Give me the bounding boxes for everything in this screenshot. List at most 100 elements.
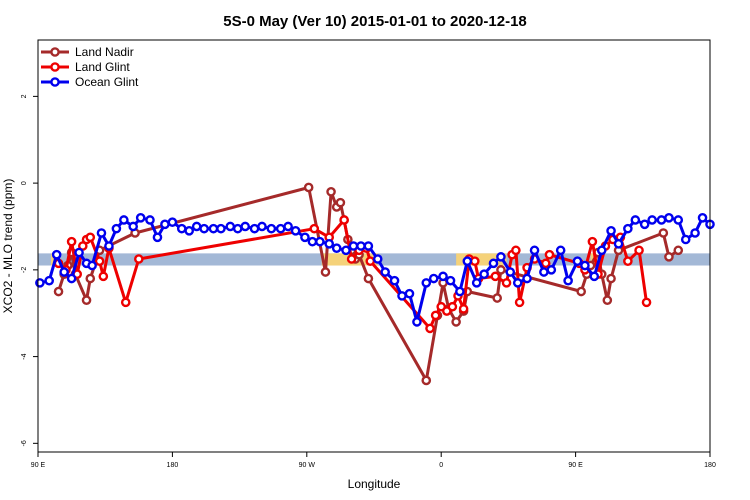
ocean-glint-point (412, 317, 422, 327)
series-land-glint (53, 215, 652, 334)
land-nadir-point (326, 186, 336, 197)
land-nadir-point (664, 252, 674, 262)
y-axis: 2 0 -2 -4 -6 (21, 94, 38, 446)
ocean-glint-point (471, 278, 482, 288)
ocean-glint-point (128, 221, 138, 232)
land-glint-point (425, 323, 435, 334)
x-tick-label-5: 180 (704, 462, 716, 469)
ocean-glint-point (664, 213, 674, 223)
ocean-glint-point (44, 275, 55, 286)
ocean-glint-point (341, 245, 351, 256)
legend-label: Land Glint (75, 60, 130, 74)
legend-label: Land Nadir (75, 45, 134, 59)
ocean-glint-point (529, 245, 540, 256)
ocean-glint-point (96, 228, 107, 238)
land-glint-point (490, 271, 501, 282)
ocean-glint-point (145, 215, 155, 225)
ocean-glint-point (66, 273, 77, 284)
land-glint-point (365, 256, 376, 266)
land-glint-line (57, 218, 648, 330)
land-glint-point (85, 232, 96, 243)
ocean-glint-point (135, 213, 146, 223)
ocean-glint-point (331, 243, 342, 253)
land-nadir-point (673, 245, 684, 256)
land-nadir-point (303, 182, 314, 193)
ocean-glint-point (356, 241, 366, 251)
ocean-glint-point (59, 267, 69, 277)
ocean-glint-point (690, 228, 700, 238)
land-nadir-point (606, 273, 616, 284)
ocean-glint-point (462, 256, 473, 266)
ocean-glint-point (647, 215, 657, 225)
ocean-glint-point (35, 278, 45, 288)
ocean-glint-point (167, 217, 178, 227)
ocean-glint-point (580, 260, 590, 271)
ocean-glint-point (389, 275, 400, 286)
ocean-glint-point (184, 226, 194, 236)
ocean-glint-point (522, 273, 532, 284)
legend-label: Ocean Glint (75, 75, 139, 89)
land-nadir-point (602, 295, 613, 306)
land-glint-point (339, 215, 349, 225)
ocean-glint-point (404, 288, 415, 299)
ocean-glint-point (249, 223, 260, 234)
ocean-glint-point (496, 252, 506, 262)
ocean-glint-point (623, 223, 633, 234)
y-tick-label-1: 0 (21, 181, 28, 185)
series-land-nadir (53, 182, 684, 386)
legend-swatch-marker (50, 47, 60, 57)
ocean-glint-point (348, 241, 359, 251)
land-nadir-point (421, 375, 432, 386)
ocean-glint-point (232, 223, 243, 234)
ocean-glint-point (455, 286, 465, 297)
x-tick-label-2: 90 W (299, 462, 316, 469)
ocean-glint-point (300, 232, 310, 243)
legend-item-land-glint: Land Glint (41, 60, 130, 74)
chart-title: 5S-0 May (Ver 10) 2015-01-01 to 2020-12-… (223, 13, 527, 30)
land-glint-point (544, 249, 555, 260)
ocean-glint-point (380, 267, 391, 277)
legend-swatch-marker (50, 77, 60, 87)
ocean-glint-point (397, 291, 407, 301)
ocean-glint-point (445, 275, 456, 286)
ocean-glint-point (176, 223, 187, 234)
ocean-glint-point (572, 256, 583, 266)
ocean-glint-point (438, 271, 448, 282)
ocean-glint-point (216, 223, 226, 234)
land-glint-point (98, 271, 109, 282)
series-ocean-glint (35, 213, 715, 327)
ocean-glint-point (479, 269, 489, 279)
ocean-glint-point (87, 260, 97, 271)
ocean-glint-point (225, 221, 236, 232)
ocean-glint-point (596, 245, 607, 256)
land-nadir-point (492, 293, 503, 303)
ocean-glint-point (119, 215, 129, 225)
land-glint-point (511, 245, 521, 256)
ocean-glint-point (606, 226, 616, 236)
ocean-glint-point (324, 239, 335, 249)
ocean-glint-point (697, 213, 708, 223)
y-tick-label-3: -4 (21, 353, 28, 359)
land-glint-point (514, 297, 525, 308)
ocean-glint-point (160, 219, 170, 230)
land-glint-point (469, 256, 480, 266)
ocean-glint-point (512, 278, 523, 288)
land-nadir-point (658, 228, 669, 238)
ocean-glint-point (74, 247, 84, 258)
y-tick-label-4: -6 (21, 440, 28, 446)
land-glint-point (430, 310, 441, 321)
ocean-glint-point (563, 275, 573, 286)
ocean-glint-point (613, 239, 624, 249)
x-tick-label-1: 180 (167, 462, 179, 469)
ocean-glint-point (257, 221, 267, 232)
plot-frame (37, 39, 711, 453)
land-glint-point (309, 223, 320, 234)
ocean-glint-point (208, 223, 219, 234)
land-glint-point (587, 236, 598, 247)
ocean-glint-point (283, 221, 293, 232)
ocean-glint-point (104, 241, 114, 251)
y-tick-label-2: -2 (21, 267, 28, 273)
land-nadir-point (320, 267, 331, 277)
ocean-glint-point (428, 273, 439, 284)
